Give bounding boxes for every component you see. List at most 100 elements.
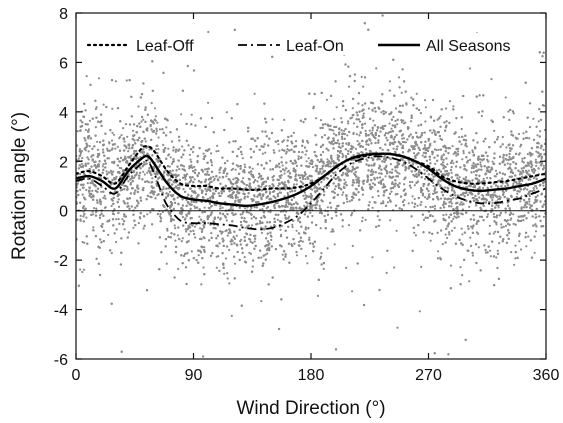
scatter-point	[471, 149, 474, 152]
scatter-point	[440, 155, 443, 158]
scatter-point	[409, 186, 412, 189]
scatter-point	[291, 223, 294, 226]
scatter-point	[207, 101, 210, 104]
scatter-point	[124, 123, 128, 126]
scatter-point	[498, 242, 501, 245]
scatter-point	[392, 115, 395, 118]
scatter-point	[256, 180, 259, 183]
scatter-point	[450, 171, 453, 174]
scatter-point	[217, 255, 220, 258]
scatter-point	[316, 186, 319, 190]
scatter-point	[153, 107, 157, 110]
scatter-point	[496, 249, 499, 252]
scatter-point	[509, 218, 512, 221]
scatter-point	[102, 148, 105, 151]
scatter-point	[377, 194, 380, 197]
scatter-point	[151, 181, 154, 184]
scatter-point	[505, 158, 508, 161]
scatter-point	[469, 185, 473, 188]
scatter-point	[188, 153, 191, 156]
scatter-point	[453, 215, 456, 218]
scatter-point	[442, 158, 445, 161]
scatter-point	[203, 206, 206, 209]
scatter-point	[83, 241, 86, 244]
scatter-point	[253, 240, 256, 243]
scatter-point	[193, 225, 197, 228]
scatter-point	[311, 188, 314, 191]
scatter-point	[110, 204, 113, 207]
scatter-point	[92, 154, 95, 157]
scatter-point	[518, 240, 521, 243]
scatter-point	[91, 189, 94, 192]
scatter-point	[319, 227, 322, 230]
scatter-point	[80, 162, 83, 165]
scatter-point	[520, 167, 523, 170]
scatter-point	[217, 149, 220, 153]
scatter-point	[531, 190, 534, 193]
scatter-point	[510, 251, 513, 254]
scatter-point	[265, 184, 268, 188]
scatter-point	[380, 172, 383, 175]
scatter-point	[151, 177, 154, 180]
scatter-point	[351, 244, 354, 248]
scatter-point	[448, 100, 452, 103]
scatter-point	[472, 166, 475, 170]
scatter-point	[527, 169, 530, 172]
scatter-point	[239, 213, 242, 216]
scatter-point	[346, 167, 350, 170]
scatter-point	[212, 188, 215, 191]
scatter-point	[466, 193, 469, 197]
scatter-point	[274, 166, 277, 169]
scatter-point	[451, 145, 454, 148]
scatter-point	[452, 162, 455, 165]
scatter-point	[165, 262, 168, 265]
scatter-point	[340, 117, 343, 120]
scatter-point	[281, 164, 284, 167]
scatter-point	[360, 75, 363, 78]
scatter-point	[515, 177, 519, 180]
scatter-point	[528, 164, 531, 167]
scatter-point	[92, 213, 95, 216]
scatter-point	[112, 133, 116, 136]
scatter-point	[85, 216, 88, 219]
scatter-point	[342, 191, 345, 194]
scatter-point	[200, 230, 203, 234]
scatter-point	[433, 207, 437, 210]
scatter-point	[343, 178, 346, 181]
scatter-point	[104, 206, 107, 209]
scatter-point	[289, 190, 292, 193]
scatter-point	[542, 215, 546, 218]
scatter-point	[419, 112, 422, 115]
scatter-point	[522, 219, 525, 222]
scatter-point	[413, 197, 416, 201]
scatter-point	[235, 234, 238, 237]
scatter-point	[260, 231, 264, 234]
scatter-point	[159, 215, 162, 218]
scatter-point	[257, 176, 260, 179]
scatter-point	[460, 143, 463, 146]
scatter-point	[460, 227, 463, 230]
scatter-point	[137, 201, 140, 204]
scatter-point	[173, 224, 176, 227]
scatter-point	[486, 213, 490, 216]
scatter-point	[347, 122, 350, 125]
scatter-point	[528, 200, 531, 203]
scatter-point	[423, 131, 426, 134]
scatter-point	[393, 124, 397, 127]
scatter-point	[335, 106, 338, 109]
scatter-point	[471, 254, 474, 257]
scatter-point	[442, 202, 445, 206]
scatter-point	[407, 150, 410, 153]
scatter-point	[388, 89, 391, 92]
scatter-point	[402, 119, 405, 122]
scatter-point	[354, 170, 357, 174]
scatter-point	[462, 152, 465, 155]
scatter-point	[382, 202, 385, 205]
scatter-point	[225, 175, 228, 178]
scatter-point	[437, 250, 440, 253]
scatter-point	[157, 136, 160, 139]
scatter-point	[312, 204, 315, 207]
scatter-point	[513, 263, 516, 266]
scatter-point	[401, 137, 404, 140]
scatter-point	[212, 175, 215, 178]
